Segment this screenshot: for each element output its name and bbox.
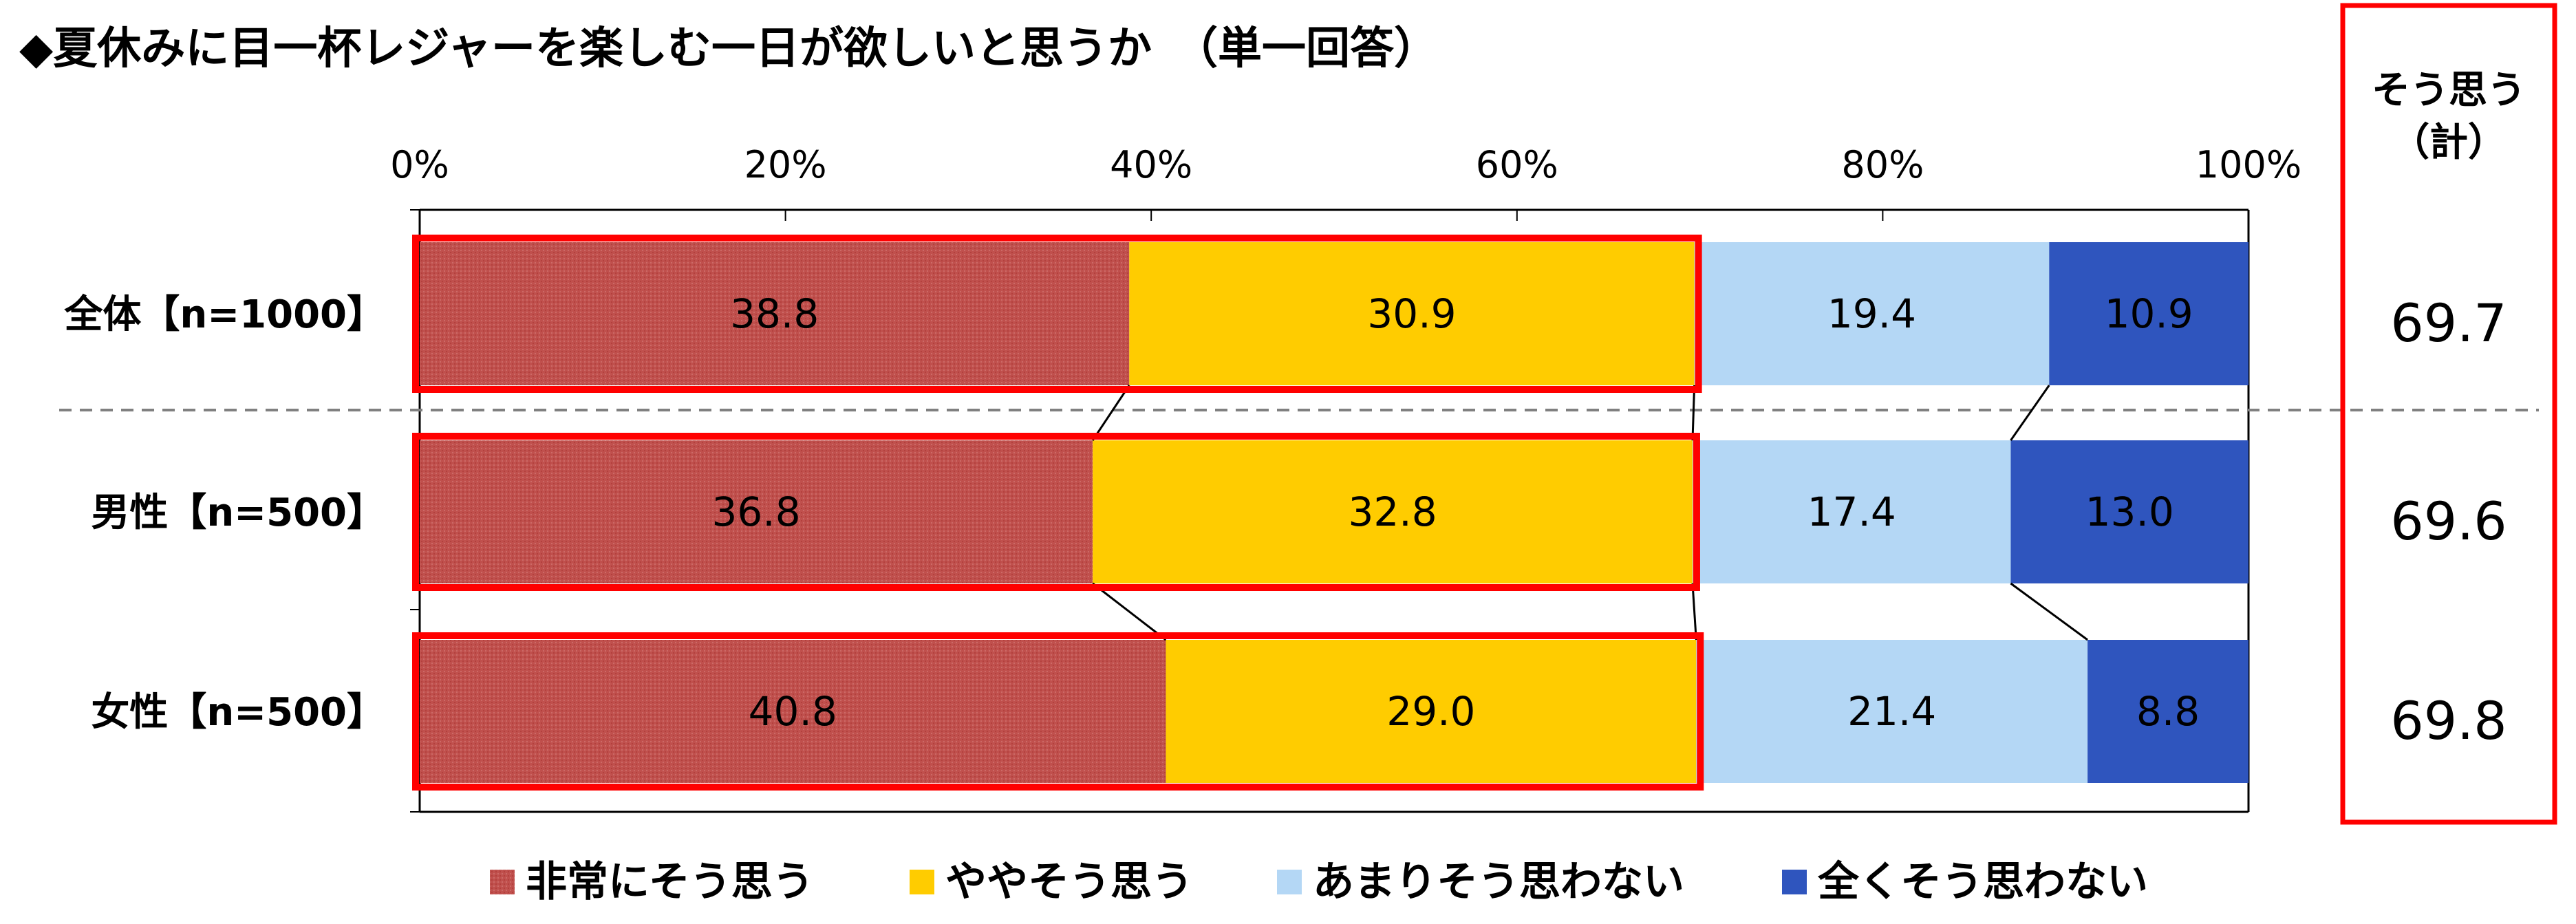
legend-label: あまりそう思わない — [1313, 858, 1684, 906]
x-tick-label: 60% — [1476, 143, 1558, 186]
legend-swatch — [1782, 870, 1807, 894]
x-tick-label: 100% — [2196, 143, 2301, 186]
category-labels: 全体【n=1000】男性【n=500】女性【n=500】 — [63, 292, 385, 735]
bar-segment — [1129, 242, 1695, 385]
category-label: 男性【n=500】 — [91, 491, 385, 535]
data-label: 36.8 — [712, 488, 801, 535]
bar-segment — [420, 640, 1166, 783]
legend-label: 非常にそう思う — [526, 858, 814, 906]
data-label: 10.9 — [2105, 290, 2193, 337]
data-label: 38.8 — [730, 290, 819, 337]
summary-header: （計） — [2391, 120, 2507, 165]
x-tick-label: 0% — [390, 143, 449, 186]
data-label: 17.4 — [1807, 488, 1896, 535]
summary-box — [2340, 3, 2557, 825]
series-connector — [2010, 582, 2088, 641]
series-connector — [1092, 582, 1167, 641]
x-axis-ticks: 0% 20% 40% 60% 80% 100% — [390, 143, 2301, 221]
connector-lines — [1091, 385, 2088, 641]
legend-label: ややそう思う — [945, 858, 1193, 906]
highlight-box — [412, 235, 1702, 393]
data-label: 32.8 — [1348, 488, 1437, 535]
data-label: 29.0 — [1386, 688, 1475, 735]
summary-value: 69.8 — [2390, 690, 2507, 751]
summary-header: そう思う — [2372, 68, 2526, 113]
highlight-boxes — [412, 235, 1704, 791]
bar-segment — [2049, 242, 2248, 385]
bar-segment — [1692, 440, 2011, 583]
legend-swatch — [910, 870, 934, 894]
bar-segment — [2010, 440, 2248, 583]
summary-value: 69.7 — [2390, 292, 2507, 354]
chart-title: ◆夏休みに目一杯レジャーを楽しむ一日が欲しいと思うか （単一回答） — [19, 23, 1438, 74]
data-label: 13.0 — [2085, 488, 2174, 535]
series-connector — [1091, 385, 1130, 441]
data-label: 30.9 — [1367, 290, 1456, 337]
bar-segment — [1696, 640, 2088, 783]
highlight-box — [412, 433, 1700, 591]
legend-swatch — [490, 870, 515, 894]
series-connector — [1691, 385, 1696, 441]
data-label: 40.8 — [749, 688, 837, 735]
bar-segment — [1166, 640, 1697, 783]
bar-segment — [1694, 242, 2050, 385]
x-tick-label: 40% — [1110, 143, 1192, 186]
category-label: 女性【n=500】 — [91, 690, 385, 735]
legend-label: 全くそう思わない — [1817, 858, 2148, 906]
legend: 非常にそう思う ややそう思う あまりそう思わない 全くそう思わない — [490, 858, 2148, 906]
bar-segments: 38.8 30.9 19.4 10.9 36.8 32.8 17.4 13.0 40.8 29.0… — [420, 242, 2248, 783]
legend-swatch — [1277, 870, 1302, 894]
bar-segment — [420, 440, 1093, 583]
bar-segment — [420, 242, 1130, 385]
bar-segment — [1093, 440, 1693, 583]
data-label: 21.4 — [1847, 688, 1936, 735]
x-tick-label: 80% — [1841, 143, 1924, 186]
summary-value: 69.6 — [2390, 491, 2507, 552]
data-label: 19.4 — [1827, 290, 1916, 337]
summary-column: そう思う （計） 69.7 69.6 69.8 — [2340, 3, 2557, 825]
series-connector — [2010, 385, 2050, 441]
category-label: 全体【n=1000】 — [63, 292, 385, 337]
data-label: 8.8 — [2136, 688, 2200, 735]
series-connector — [1691, 583, 1697, 641]
x-tick-label: 20% — [744, 143, 827, 186]
bar-segment — [2087, 640, 2248, 783]
highlight-box — [412, 632, 1704, 791]
